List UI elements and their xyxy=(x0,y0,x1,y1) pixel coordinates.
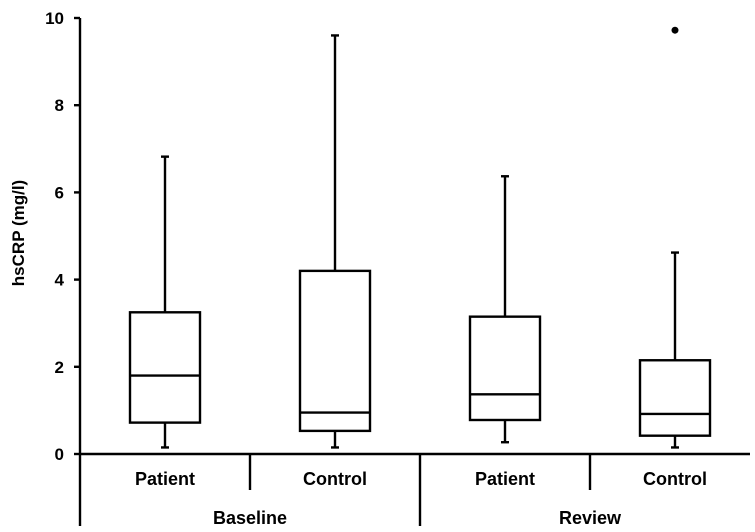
x-group-label: Review xyxy=(559,508,622,528)
iqr-box xyxy=(638,359,712,437)
outlier-point xyxy=(671,26,679,34)
iqr-box xyxy=(468,315,542,422)
x-category-label: Patient xyxy=(475,469,535,489)
y-tick-label: 6 xyxy=(55,183,64,202)
x-group-label: Baseline xyxy=(213,508,287,528)
y-tick-label: 8 xyxy=(55,96,64,115)
iqr-box xyxy=(128,311,202,424)
y-tick-label: 2 xyxy=(55,358,64,377)
y-axis-title: hsCRP (mg/l) xyxy=(9,180,28,286)
x-category-label: Patient xyxy=(135,469,195,489)
iqr-box xyxy=(298,269,372,433)
y-tick-label: 4 xyxy=(55,271,65,290)
x-category-label: Control xyxy=(643,469,707,489)
x-category-label: Control xyxy=(303,469,367,489)
y-tick-label: 0 xyxy=(55,445,64,464)
y-tick-label: 10 xyxy=(45,9,64,28)
